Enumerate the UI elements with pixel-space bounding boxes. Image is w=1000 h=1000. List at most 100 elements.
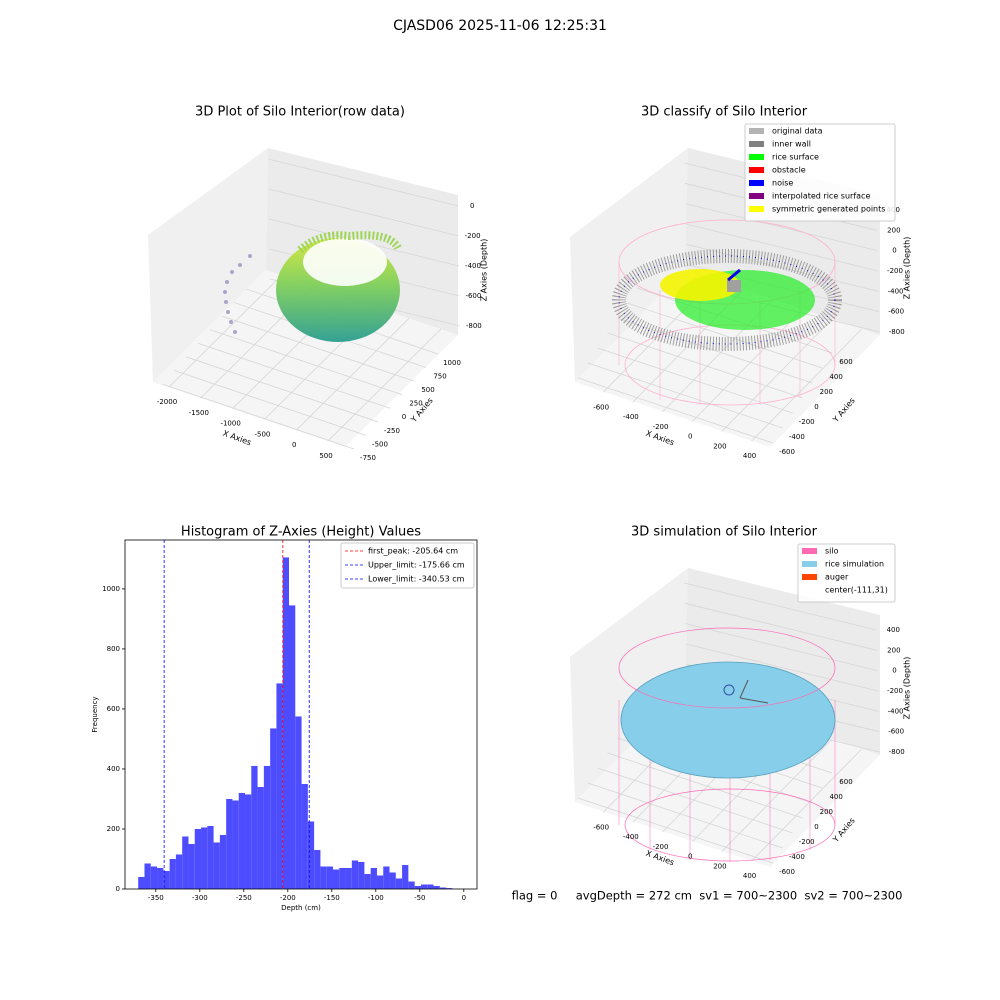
z-tick-label: 0: [470, 202, 474, 210]
bar: [383, 866, 390, 889]
bar: [364, 873, 371, 889]
bar: [402, 864, 409, 889]
grid-line: [577, 377, 774, 444]
z-tick-label: -400: [888, 707, 904, 715]
bar: [307, 821, 315, 889]
y-axis-label: Y Axies: [831, 396, 857, 425]
x-tick-label: -1000: [220, 420, 240, 428]
grid-line: [721, 319, 833, 432]
x-tick-label: 0: [688, 433, 692, 441]
grid-line: [587, 782, 783, 849]
legend-swatch: [802, 561, 817, 567]
grid-line: [721, 739, 833, 852]
x-tick-label: 0: [688, 853, 692, 861]
bar: [194, 828, 202, 889]
y-tick-label: 1000: [102, 585, 120, 593]
y-tick-label: 400: [829, 793, 842, 801]
legend-swatch: [749, 167, 764, 173]
grid-line: [268, 188, 459, 237]
bar: [263, 765, 271, 889]
z-tick-label: 200: [887, 646, 900, 654]
y-tick-label: -200: [799, 418, 815, 426]
x-tick-label: -1500: [189, 409, 209, 417]
bar: [339, 867, 346, 889]
bar: [288, 605, 296, 889]
legend-swatch: [749, 193, 764, 199]
y-tick-label: 750: [433, 373, 446, 381]
x-tick-label: -150: [324, 894, 340, 902]
grid-line: [685, 223, 879, 272]
y-tick-label: -600: [779, 868, 795, 876]
z-tick-label: -600: [465, 292, 481, 300]
bar: [439, 887, 447, 889]
bar: [433, 885, 440, 889]
y-tick-label: -400: [789, 433, 805, 441]
legend-label: rice surface: [772, 153, 819, 162]
bar: [332, 869, 340, 889]
bar: [257, 786, 264, 889]
grid-line: [221, 315, 415, 382]
point-cloud-classified: [612, 219, 842, 406]
legend-swatch: [749, 128, 764, 134]
x-tick-label: -500: [254, 430, 270, 438]
bar: [150, 866, 158, 889]
grid-line: [168, 274, 283, 388]
grid-line: [295, 317, 410, 431]
y-tick-label: 600: [839, 778, 852, 786]
z-tick-label: -200: [465, 232, 481, 240]
x-tick-label: -2000: [157, 398, 177, 406]
x-tick-label: -200: [653, 423, 669, 431]
legend-label: center(-111,31): [825, 586, 888, 595]
y-tick-label: 0: [116, 885, 120, 893]
bar: [157, 867, 164, 889]
bar: [446, 888, 453, 889]
bar: [232, 800, 239, 889]
y-tick-label: 400: [829, 373, 842, 381]
legend-label: obstacle: [772, 166, 806, 175]
legend-label: inner wall: [772, 140, 811, 149]
y-tick-label: -250: [384, 427, 400, 435]
y-tick-label: 200: [107, 825, 120, 833]
bar: [420, 884, 428, 889]
bar: [395, 878, 403, 889]
bar: [238, 792, 246, 889]
legend-swatch: [802, 548, 817, 554]
z-tick-label: -800: [889, 328, 905, 336]
bar: [295, 716, 302, 889]
grid-line: [185, 356, 379, 423]
grid-line: [197, 342, 391, 409]
chart-title: 3D classify of Silo Interior: [641, 105, 808, 120]
bar: [138, 876, 145, 889]
legend-label: silo: [825, 547, 839, 556]
z-tick-label: -600: [888, 308, 904, 316]
bar: [219, 834, 227, 889]
grid-line: [685, 623, 878, 672]
bar: [314, 849, 321, 889]
z-tick-label: -800: [466, 322, 482, 330]
legend-label: original data: [772, 127, 823, 136]
x-tick-label: 0: [462, 894, 466, 902]
grid-line: [685, 643, 879, 692]
bar: [270, 728, 277, 889]
z-tick-label: -200: [887, 687, 903, 695]
grid-line: [684, 582, 877, 631]
rice-simulation: [618, 627, 836, 862]
point-cloud-raw: [223, 231, 402, 342]
y-tick-label: 600: [107, 705, 120, 713]
bar: [201, 827, 208, 889]
x-tick-label: -250: [236, 894, 252, 902]
bar: [182, 836, 189, 889]
legend-swatch: [802, 587, 817, 593]
z-tick-label: 0: [892, 667, 896, 675]
x-tick-label: -300: [192, 894, 208, 902]
x-tick-label: 400: [743, 452, 756, 460]
grid-line: [268, 158, 459, 207]
grid-line: [684, 602, 877, 651]
grid-line: [161, 383, 355, 450]
y-tick-label: -600: [779, 448, 795, 456]
grid-line: [327, 328, 442, 442]
z-tick-label: -600: [888, 728, 904, 736]
chart-title: 3D simulation of Silo Interior: [631, 525, 818, 540]
